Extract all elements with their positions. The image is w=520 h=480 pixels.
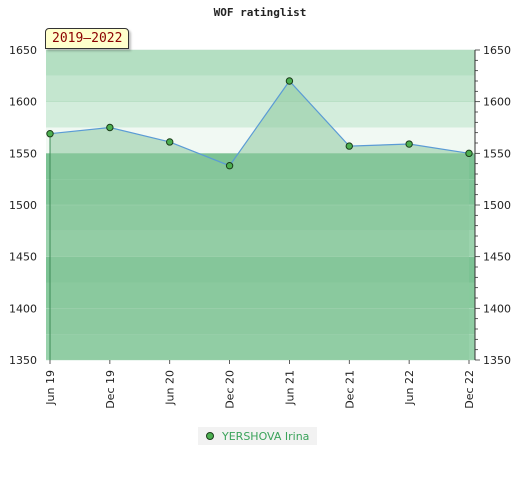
y-tick-label-right: 1450 (483, 251, 511, 264)
y-tick-label-left: 1350 (9, 354, 37, 367)
y-tick-label-left: 1600 (9, 96, 37, 109)
background-band (46, 50, 475, 76)
x-tick-label: Dec 20 (224, 370, 237, 409)
legend-marker-icon (206, 432, 214, 440)
y-tick-label-right: 1600 (483, 96, 511, 109)
y-tick-label-right: 1500 (483, 199, 511, 212)
y-tick-label-left: 1650 (9, 44, 37, 57)
y-tick-label-right: 1650 (483, 44, 511, 57)
y-tick-label-left: 1450 (9, 251, 37, 264)
data-point (166, 138, 174, 146)
data-point (405, 140, 413, 148)
chart-title: WOF ratinglist (213, 6, 307, 19)
data-point (106, 123, 114, 132)
y-tick-label-left: 1500 (9, 199, 37, 212)
data-point (285, 77, 294, 85)
y-tick-label-left: 1550 (9, 147, 37, 160)
y-tick-label-right: 1400 (483, 302, 511, 315)
x-tick-label: Jun 22 (403, 370, 416, 406)
data-markers (46, 77, 473, 170)
x-tick-label: Dec 21 (343, 370, 356, 409)
area-layer (49, 80, 470, 360)
series-line (49, 80, 470, 167)
legend-label: YERSHOVA Irina (222, 429, 310, 443)
x-tick-label: Dec 19 (104, 370, 117, 409)
x-tick-label: Jun 20 (164, 370, 177, 406)
y-tick-label-right: 1350 (483, 354, 511, 367)
data-point (225, 162, 234, 170)
x-tick-label: Jun 21 (283, 370, 296, 406)
x-tick-label: Dec 22 (463, 370, 476, 409)
y-tick-label-left: 1400 (9, 302, 37, 315)
x-tick-label: Jun 19 (44, 370, 57, 406)
axes: 1350 1350 1400 1400 1450 1450 1500 1500 1550 1550… (9, 44, 511, 409)
series-area (50, 81, 469, 360)
background-band (46, 75, 475, 102)
period-badge: 2019–2022 (45, 28, 130, 49)
data-point (345, 142, 353, 150)
data-point (465, 149, 473, 158)
data-point (46, 130, 54, 138)
y-tick-label-right: 1550 (483, 147, 511, 160)
legend[interactable]: YERSHOVA Irina (198, 427, 318, 445)
